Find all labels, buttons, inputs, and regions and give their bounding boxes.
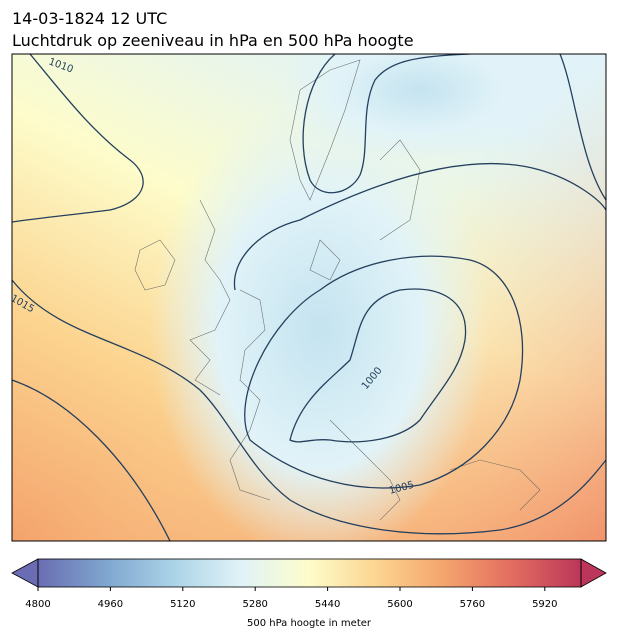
isobar xyxy=(12,379,171,541)
isobar xyxy=(289,288,467,443)
isobar xyxy=(244,255,524,489)
colorbar-frame xyxy=(37,558,582,588)
colorbar-tick-label: 4800 xyxy=(25,599,50,610)
isobar xyxy=(12,279,606,535)
colorbar-extend xyxy=(580,558,607,588)
map-frame xyxy=(11,53,607,542)
colorbar-label: 500 hPa hoogte in meter xyxy=(247,618,372,629)
colorbar-tick-label: 5600 xyxy=(387,599,412,610)
map: 1010 1015 1000 1005 xyxy=(12,54,606,541)
colorbar-tick-label: 5120 xyxy=(170,599,195,610)
colorbar: 500 hPa hoogte in meter 4800 4960 5120 5280… xyxy=(11,558,607,629)
colorbar-tick-label: 5440 xyxy=(315,599,340,610)
colorbar-tick-label: 5920 xyxy=(532,599,557,610)
colorbar-tick-label: 5280 xyxy=(242,599,267,610)
colorbar-tick-label: 4960 xyxy=(98,599,123,610)
subtitle: Luchtdruk op zeeniveau in hPa en 500 hPa… xyxy=(12,31,414,50)
isobar xyxy=(302,54,471,194)
colorbar-extend xyxy=(11,558,39,588)
colorbar-tick-label: 5760 xyxy=(460,599,485,610)
isobar xyxy=(233,163,606,291)
title: 14-03-1824 12 UTC xyxy=(12,9,167,28)
isobar xyxy=(559,54,606,201)
isobar xyxy=(12,54,144,223)
colorbar-body xyxy=(38,559,581,587)
